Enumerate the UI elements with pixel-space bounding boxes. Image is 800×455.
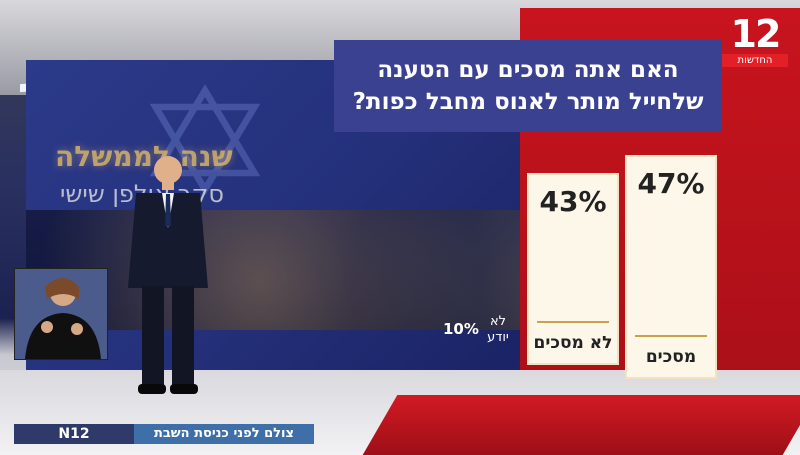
result-percent: 47% xyxy=(637,167,705,200)
result-bar-agree: 47% מסכים xyxy=(625,155,717,379)
logo-subtitle: החדשות xyxy=(722,54,788,67)
result-percent: 43% xyxy=(539,185,607,218)
channel-logo: 12 החדשות xyxy=(722,14,788,70)
ticker-text: צולם לפני כניסת השבת xyxy=(134,424,314,444)
result-label: מסכים xyxy=(645,347,697,367)
background-title: שנה לממשלה xyxy=(55,140,233,173)
presenter-figure xyxy=(128,156,208,394)
dont-know-label: לא יודע xyxy=(487,314,509,345)
sign-language-interpreter xyxy=(14,268,108,360)
bar-divider xyxy=(635,335,707,337)
result-label: לא מסכים xyxy=(533,333,613,353)
question-line-1: האם אתה מסכים עם הטענה xyxy=(377,57,679,83)
logo-number: 12 xyxy=(730,12,782,56)
ticker-brand: N12 xyxy=(14,424,134,444)
dont-know-percent: 10% xyxy=(443,320,479,338)
star-of-david-icon xyxy=(150,85,260,195)
bar-divider xyxy=(537,321,609,323)
result-bar-disagree: 43% לא מסכים xyxy=(527,173,619,365)
news-ticker: N12 צולם לפני כניסת השבת xyxy=(14,424,314,444)
poll-question: האם אתה מסכים עם הטענה שלחייל מותר לאנוס… xyxy=(334,40,722,132)
floor-red-stripe xyxy=(362,395,800,455)
question-line-2: שלחייל מותר לאנוס מחבל כפות? xyxy=(352,89,704,115)
